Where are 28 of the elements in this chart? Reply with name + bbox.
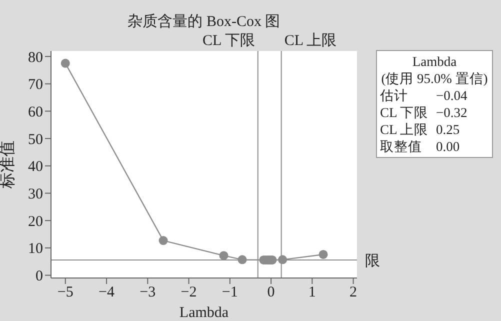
x-tick-label: −4: [98, 284, 115, 301]
ref-line-label: CL 下限: [202, 33, 255, 49]
y-tick-label: 20: [28, 214, 43, 230]
y-tick-label: 0: [36, 268, 43, 285]
x-tick-label: −3: [140, 284, 156, 301]
y-tick-label: 70: [28, 77, 43, 94]
y-tick-label: 10: [28, 241, 43, 258]
text: CL 上限 0.25: [380, 121, 460, 138]
x-tick-label: −2: [180, 284, 197, 301]
x-tick-label: 2: [350, 284, 358, 301]
text: Lambda: [411, 53, 458, 70]
x-tick-label: −5: [57, 284, 74, 301]
text: 取整值 0.00: [380, 138, 460, 155]
x-tick-label: 0: [267, 284, 275, 301]
ref-line-label: 限: [365, 253, 380, 270]
x-tick-label: 1: [308, 284, 316, 301]
x-tick-label: −1: [222, 284, 238, 301]
text: CL 下限 −0.32: [380, 104, 468, 121]
y-tick-label: 60: [28, 104, 43, 120]
chart-title: 杂质含量的 Box-Cox 图: [126, 12, 282, 31]
y-tick-label: 80: [28, 50, 43, 66]
y-tick-label: 50: [28, 132, 43, 148]
y-tick-label: 40: [28, 159, 43, 176]
x-axis-title: Lambda: [179, 305, 229, 321]
text: (使用 95.0% 置信): [380, 70, 489, 87]
ref-line-label: CL 上限: [284, 32, 337, 49]
y-tick-label: 30: [28, 186, 43, 203]
text: 估计 −0.04: [380, 88, 468, 103]
